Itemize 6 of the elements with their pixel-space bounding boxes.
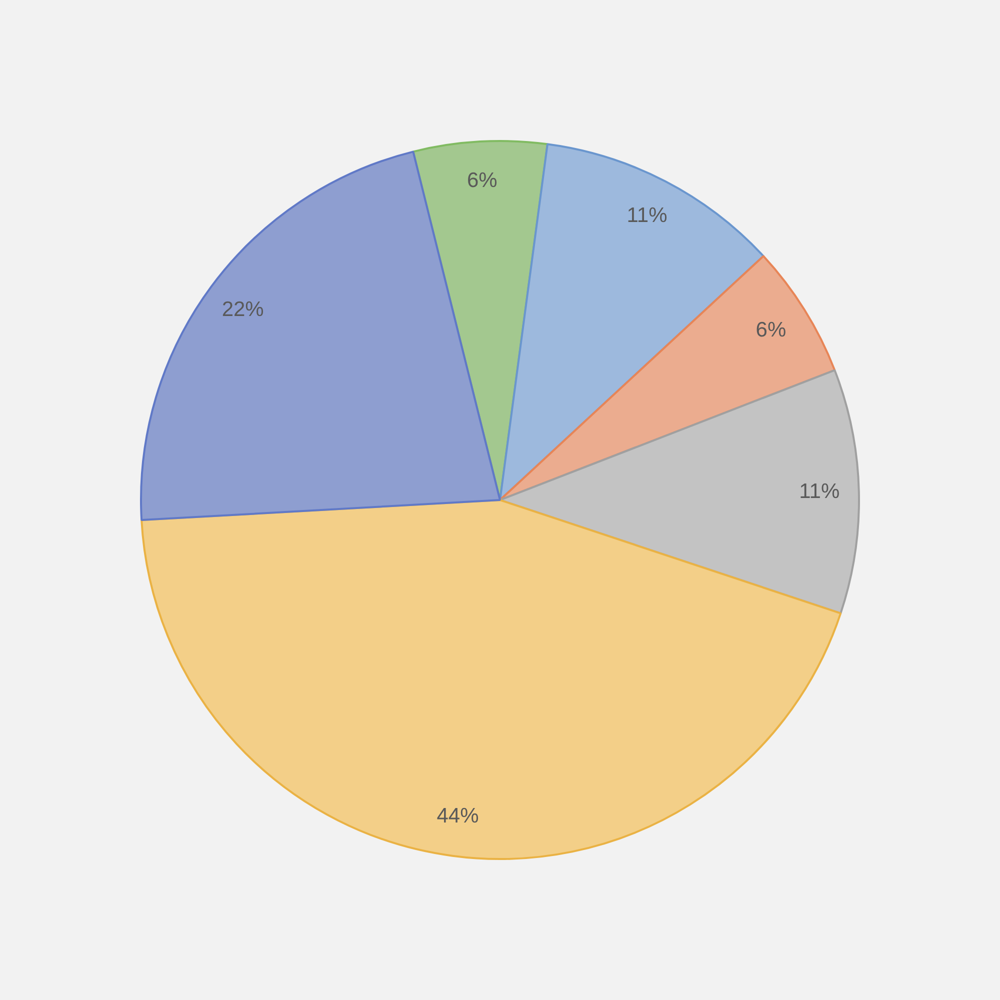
data-label: 11% [799,480,840,503]
data-label: 22% [222,298,264,322]
data-label: 44% [436,804,479,828]
data-label: 6% [756,318,786,342]
data-label: 6% [466,168,498,192]
data-label: 11% [626,204,668,228]
